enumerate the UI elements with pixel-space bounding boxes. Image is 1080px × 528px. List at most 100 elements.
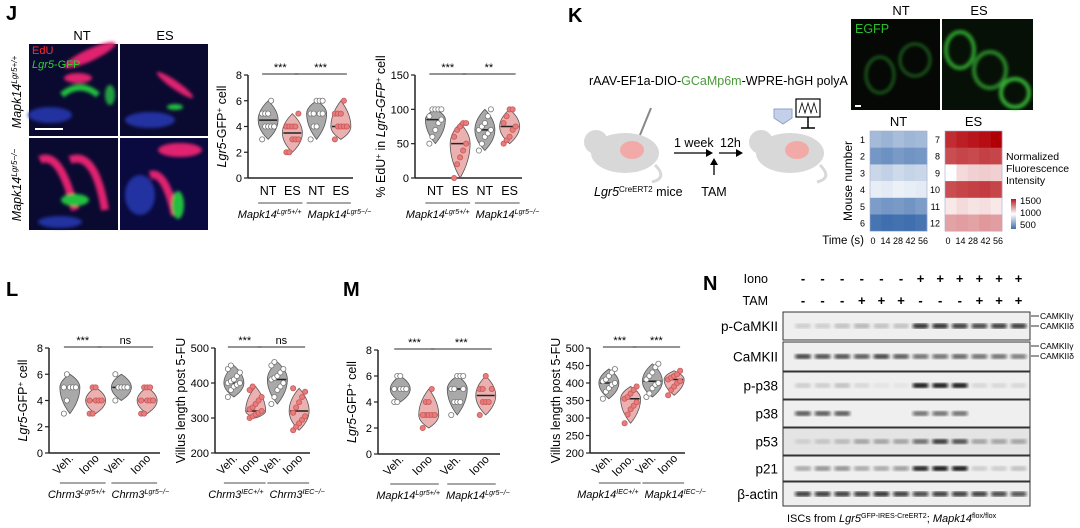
heatmap-cell [881,181,894,199]
k-step2: 12h [720,136,741,150]
micrograph-wt-es [120,44,208,136]
heatmap-cell [915,197,928,215]
heatmap-cell [881,147,894,165]
data-point [271,358,278,365]
text-segment: Mapk14 [10,177,24,222]
data-point [646,390,653,397]
heatmap-cell [915,181,928,199]
row-label: 6 [860,219,865,229]
heatmap-cell [892,197,905,215]
heatmap-cell [956,131,969,148]
data-point [394,398,401,405]
data-point [290,409,297,416]
row-label: 5 [860,202,865,212]
k-egfp-label: EGFP [855,22,889,36]
blot-band [795,411,811,416]
y-tick-label: 8 [366,345,372,357]
text-segment: % EdU [374,159,388,198]
text-segment: Lgr5+/+ [415,489,440,497]
group-label: Mapk14IEC−/− [645,488,706,501]
data-point [509,106,516,113]
iono-row-label: Iono [744,272,768,286]
text-segment: Chrm3 [48,489,82,501]
y-tick-label: 0 [403,173,409,185]
iono-sign: - [879,271,883,286]
k-img-nt: NT [892,3,909,18]
data-point [460,385,467,392]
data-point [476,411,483,418]
data-point [295,110,302,117]
microscope-objective-icon [773,108,793,125]
legend-title: Fluorescence [1006,163,1069,175]
data-point [419,424,426,431]
heatmap-title: NT [890,114,907,129]
heatmap-cell [904,181,916,199]
x-tick-label: Iono [656,453,680,477]
y-tick-label: 4 [366,397,372,409]
k-tam: TAM [701,185,726,199]
text-segment: Lgr5 [345,418,359,443]
y-tick-label: 4 [236,122,242,134]
row-label: 4 [860,185,865,195]
text-segment: Mapk14 [308,209,347,221]
data-point [454,161,461,168]
text-segment: + [345,383,354,388]
heatmap-cell [990,214,1003,232]
x-tick-label: Veh. [590,453,615,478]
heatmap-cell [870,131,882,148]
data-point [665,392,672,399]
violin [446,375,468,416]
blot-band [932,491,949,497]
heatmap-cell [956,181,969,199]
significance-label: *** [408,337,422,349]
blot-band [795,439,811,444]
blot-band [814,466,831,471]
heatmap-cell [990,131,1003,148]
k-step1: 1 week [674,136,714,150]
group-label: Mapk14Lgr5−/− [446,489,510,502]
tam-sign: - [820,293,824,308]
y-axis-label: Lgr5-GFP+ cell [345,361,360,443]
iono-sign: + [995,271,1003,286]
group-label: Chrm3IEC−/− [270,488,325,501]
text-segment: Lgr5 [16,416,30,441]
heatmap-cell [956,164,969,182]
blot-band [932,383,949,388]
data-point [299,393,306,400]
y-tick-label: 8 [236,70,242,82]
data-point [258,407,265,414]
heatmap-cell [892,164,905,182]
y-tick-label: 300 [191,413,209,425]
heatmap-cell [904,147,916,165]
blot-band [893,439,909,444]
blot-band [912,411,929,416]
heatmap-cell [881,164,894,182]
text-segment: cell [374,55,388,77]
y-tick-label: 2 [236,147,242,159]
data-point [426,113,433,120]
y-tick-label: 2 [366,423,372,435]
data-point [482,372,489,379]
heatmap-cell [945,131,957,148]
y-tick-label: 0 [236,173,242,185]
text-segment: flox/flox [972,512,997,520]
blot-band [873,466,890,471]
data-point [451,174,458,181]
y-tick-label: 100 [391,104,409,116]
text-segment: + [215,108,224,113]
group-label: Chrm3IEC+/+ [208,488,263,501]
data-point [236,379,243,386]
y-tick-label: 350 [566,396,584,408]
blot-caption: ISCs from Lgr5GFP-IRES-CreERT2; Mapk14fl… [787,512,997,525]
data-point [624,411,631,418]
isoform-label: CAMKIIγ [1040,311,1074,321]
legend-title: Intensity [1006,175,1046,187]
blot-band [893,466,909,471]
violin [641,363,663,398]
heatmap-cell [967,214,980,232]
data-point [431,411,438,418]
data-point [506,133,513,140]
violin [449,122,471,179]
data-point [295,136,302,143]
